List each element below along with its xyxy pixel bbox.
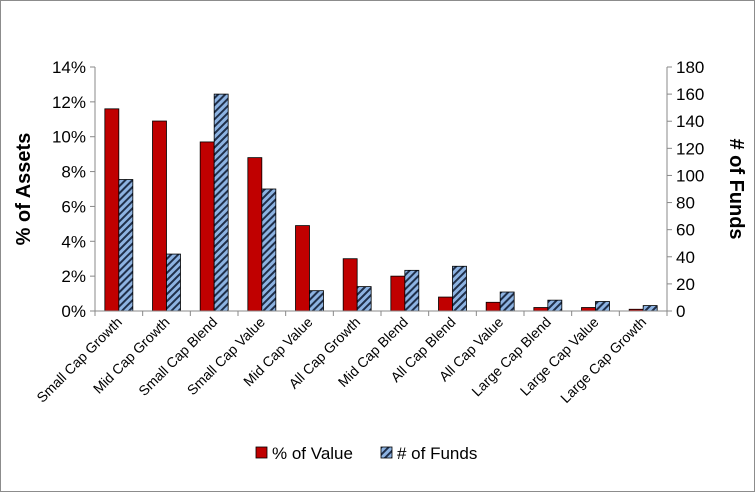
bar-funds [499,291,515,312]
category-label: Small Cap Growth [33,314,125,406]
left-tick-label: 0% [61,302,86,321]
bar-value [533,307,549,312]
bar-value [485,301,501,312]
category-label: Large Cap Growth [557,314,649,406]
bars-layer [104,93,658,312]
bar-funds [261,188,277,312]
right-tick-label: 160 [676,85,704,104]
left-tick-label: 8% [61,163,86,182]
left-axis-title: % of Assets [13,133,35,246]
bar-funds [309,290,324,312]
bar-funds [213,93,229,312]
legend-label-value: % of Value [272,444,353,463]
bar-value [152,120,167,312]
left-tick-label: 10% [52,128,86,147]
bar-funds [547,299,563,312]
bar-value [438,296,453,312]
bar-funds [404,269,420,312]
bar-value [199,141,215,312]
bar-value [581,307,596,312]
bar-funds [452,265,467,312]
bar-value [247,157,263,312]
left-tick-label: 12% [52,93,86,112]
axes-layer [90,66,672,316]
legend-swatch-value [255,446,268,459]
right-tick-label: 40 [676,248,695,267]
left-tick-label: 4% [61,232,86,251]
labels-layer: 0% 2% 4% 6% 8% 10% 12% 14% 0 20 40 60 80 100 120 140 160… [33,58,704,406]
bar-value [295,225,310,312]
legend-label-funds: # of Funds [397,444,477,463]
right-tick-label: 60 [676,221,695,240]
bar-value [104,108,120,312]
right-tick-label: 20 [676,275,695,294]
left-tick-label: 2% [61,267,86,286]
bar-funds [595,301,610,312]
left-tick-label: 14% [52,58,86,77]
right-tick-label: 120 [676,139,704,158]
right-tick-label: 100 [676,166,704,185]
right-tick-label: 0 [676,302,685,321]
right-axis-title: # of Funds [725,138,747,239]
bar-value [342,258,358,312]
right-tick-label: 180 [676,58,704,77]
bar-funds [356,286,372,312]
right-tick-label: 140 [676,112,704,131]
bar-funds [166,253,181,312]
bar-funds [642,305,658,312]
left-tick-label: 6% [61,197,86,216]
right-tick-label: 80 [676,194,695,213]
legend-swatch-funds [380,446,393,459]
bar-funds [118,179,134,312]
legend: % of Value # of Funds [255,444,477,463]
bar-value [390,275,406,312]
